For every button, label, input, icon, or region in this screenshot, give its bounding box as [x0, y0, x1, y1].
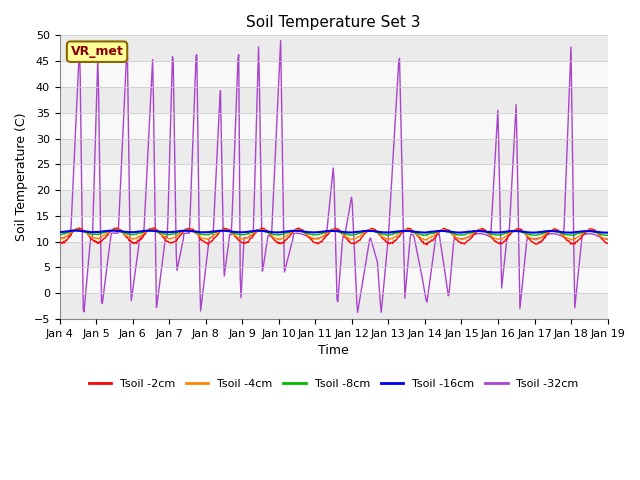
Tsoil -8cm — [417, 232, 425, 238]
Tsoil -8cm — [604, 232, 611, 238]
Line: Tsoil -16cm: Tsoil -16cm — [60, 230, 607, 233]
Bar — [60, 36, 607, 61]
Tsoil -16cm — [123, 229, 131, 235]
Title: Soil Temperature Set 3: Soil Temperature Set 3 — [246, 15, 421, 30]
Tsoil -4cm — [123, 232, 131, 238]
Bar — [60, 61, 607, 87]
Tsoil -4cm — [401, 228, 409, 233]
Bar — [60, 113, 607, 139]
Tsoil -2cm — [179, 230, 186, 236]
Tsoil -32cm — [122, 65, 130, 71]
Tsoil -2cm — [401, 228, 409, 233]
Tsoil -4cm — [417, 235, 425, 241]
Tsoil -4cm — [179, 229, 186, 235]
Tsoil -32cm — [56, 235, 63, 241]
Tsoil -8cm — [56, 232, 63, 238]
Tsoil -2cm — [423, 242, 431, 248]
Line: Tsoil -32cm: Tsoil -32cm — [60, 41, 607, 312]
Tsoil -32cm — [277, 38, 285, 44]
Tsoil -16cm — [56, 229, 63, 235]
Tsoil -8cm — [66, 229, 74, 235]
Tsoil -2cm — [417, 237, 425, 243]
Tsoil -2cm — [604, 240, 611, 246]
Tsoil -4cm — [207, 235, 215, 240]
Tsoil -8cm — [146, 227, 154, 233]
Bar — [60, 139, 607, 164]
Tsoil -32cm — [604, 236, 611, 242]
Tsoil -2cm — [66, 234, 74, 240]
X-axis label: Time: Time — [318, 344, 349, 357]
Bar — [60, 242, 607, 267]
Line: Tsoil -4cm: Tsoil -4cm — [60, 229, 607, 240]
Y-axis label: Soil Temperature (C): Soil Temperature (C) — [15, 113, 28, 241]
Tsoil -32cm — [418, 272, 426, 277]
Bar — [60, 190, 607, 216]
Tsoil -16cm — [602, 230, 609, 236]
Tsoil -4cm — [111, 226, 118, 232]
Tsoil -16cm — [401, 228, 409, 234]
Bar — [60, 87, 607, 113]
Bar — [60, 216, 607, 242]
Bar — [60, 293, 607, 319]
Tsoil -8cm — [179, 228, 186, 234]
Line: Tsoil -2cm: Tsoil -2cm — [60, 228, 607, 245]
Bar — [60, 267, 607, 293]
Tsoil -32cm — [66, 232, 74, 238]
Tsoil -2cm — [56, 240, 63, 246]
Tsoil -8cm — [401, 228, 409, 234]
Tsoil -8cm — [567, 233, 575, 239]
Tsoil -4cm — [66, 231, 74, 237]
Tsoil -16cm — [417, 229, 425, 235]
Tsoil -16cm — [207, 229, 215, 235]
Tsoil -2cm — [122, 234, 130, 240]
Tsoil -16cm — [179, 228, 186, 234]
Tsoil -4cm — [56, 236, 63, 242]
Tsoil -2cm — [207, 239, 215, 244]
Tsoil -16cm — [604, 230, 611, 236]
Tsoil -8cm — [122, 231, 130, 237]
Tsoil -16cm — [72, 228, 79, 233]
Tsoil -32cm — [402, 287, 410, 292]
Text: VR_met: VR_met — [70, 45, 124, 58]
Bar — [60, 164, 607, 190]
Tsoil -32cm — [207, 235, 214, 240]
Tsoil -2cm — [150, 225, 158, 231]
Tsoil -16cm — [66, 228, 74, 234]
Tsoil -4cm — [604, 237, 611, 242]
Tsoil -8cm — [207, 231, 215, 237]
Tsoil -32cm — [178, 245, 186, 251]
Tsoil -4cm — [423, 237, 431, 243]
Line: Tsoil -8cm: Tsoil -8cm — [60, 230, 607, 236]
Legend: Tsoil -2cm, Tsoil -4cm, Tsoil -8cm, Tsoil -16cm, Tsoil -32cm: Tsoil -2cm, Tsoil -4cm, Tsoil -8cm, Tsoi… — [84, 374, 583, 393]
Tsoil -32cm — [378, 310, 385, 315]
